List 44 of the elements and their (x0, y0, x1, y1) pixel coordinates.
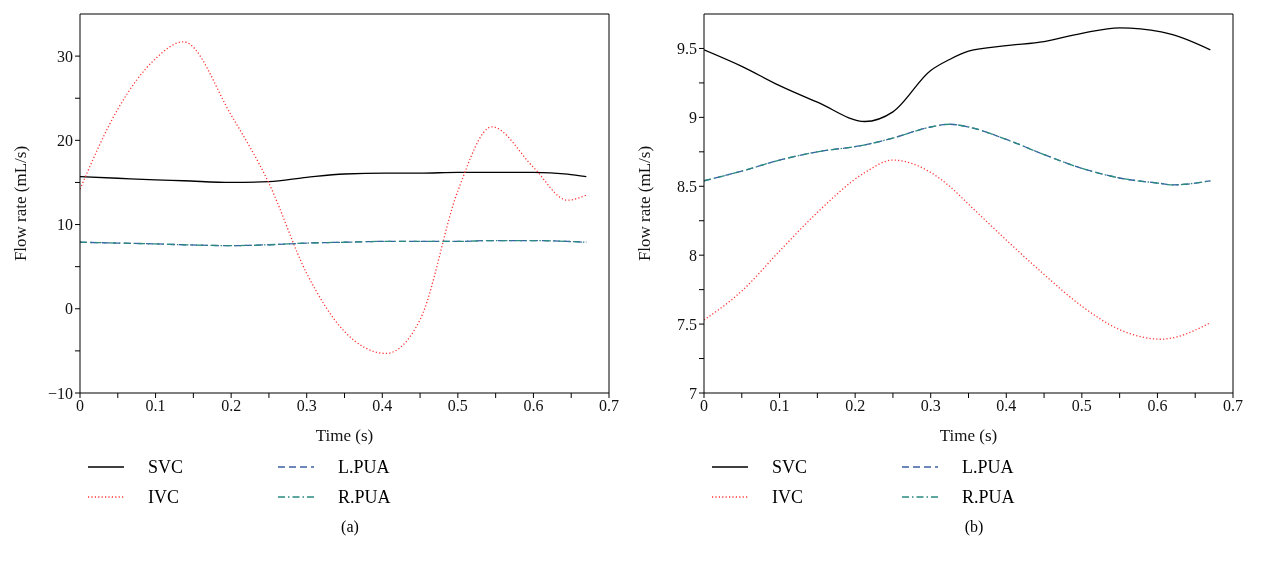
x-axis-title: Time (s) (315, 426, 374, 445)
legend-label: SVC (772, 456, 808, 478)
y-tick-label: 7 (689, 384, 697, 402)
y-tick-label: 20 (57, 132, 73, 150)
y-axis-title: Flow rate (mL/s) (11, 145, 31, 262)
legend-label: R.PUA (338, 486, 391, 508)
x-tick-label: 0.1 (145, 397, 166, 415)
x-tick-label: 0.4 (372, 397, 393, 415)
y-tick-label: 9 (689, 109, 697, 127)
x-tick-label: 0.3 (920, 397, 941, 415)
x-axis-title: Time (s) (939, 426, 998, 445)
x-tick-label: 0.7 (599, 397, 619, 415)
line-series (704, 159, 1211, 340)
y-tick-label: −10 (47, 384, 73, 402)
y-tick-label: 8.5 (677, 177, 697, 195)
legend-label: L.PUA (338, 456, 390, 478)
text: (a) (340, 518, 360, 536)
x-tick-label: 0.1 (769, 397, 790, 415)
line-series (704, 123, 1211, 186)
legend-label: SVC (148, 456, 184, 478)
legend-label: IVC (148, 486, 179, 508)
y-tick-label: 30 (57, 47, 73, 65)
x-tick-label: 0.5 (1071, 397, 1092, 415)
x-tick-label: 0.3 (296, 397, 317, 415)
x-tick-label: 0.7 (1223, 397, 1243, 415)
y-axis-title: Flow rate (mL/s) (635, 145, 655, 262)
x-tick-label: 0 (700, 397, 708, 415)
line-series (80, 41, 587, 355)
y-tick-label: 0 (65, 300, 73, 318)
x-tick-label: 0 (76, 397, 84, 415)
y-tick-label: 10 (57, 216, 73, 234)
y-tick-label: 7.5 (677, 315, 697, 333)
legend-label: R.PUA (962, 486, 1015, 508)
x-tick-label: 0.2 (221, 397, 242, 415)
x-tick-label: 0.5 (447, 397, 468, 415)
x-tick-label: 0.6 (1147, 397, 1168, 415)
y-tick-label: 8 (689, 246, 697, 264)
x-tick-label: 0.4 (996, 397, 1017, 415)
x-tick-label: 0.2 (845, 397, 866, 415)
legend-label: L.PUA (962, 456, 1014, 478)
text: (b) (963, 518, 985, 536)
y-tick-label: 9.5 (677, 40, 697, 58)
x-tick-label: 0.6 (523, 397, 544, 415)
legend-label: IVC (772, 486, 803, 508)
